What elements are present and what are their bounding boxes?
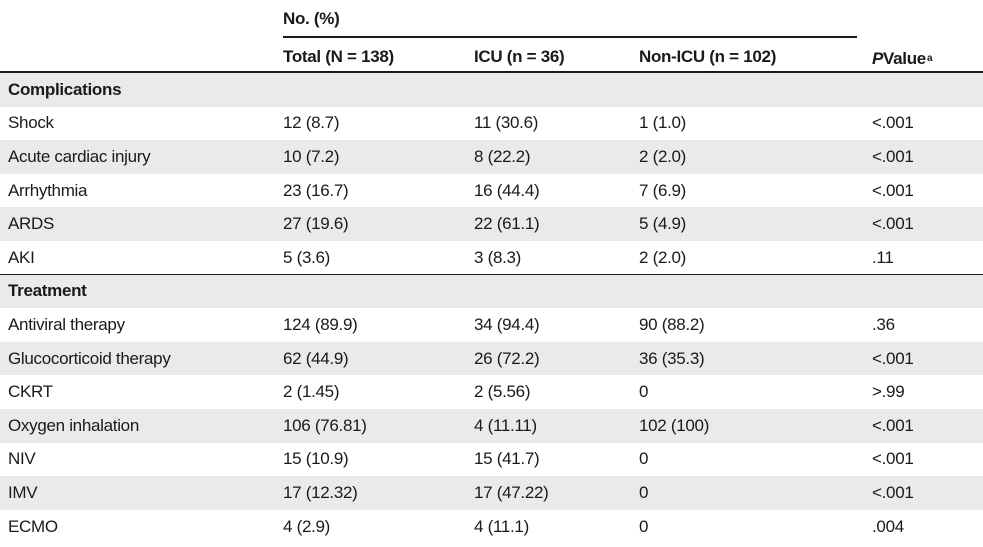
cell-p-value: >.99 [872,382,905,402]
cell-total: 62 (44.9) [283,348,349,368]
cell-p-value: <.001 [872,214,914,234]
table-row: ECMO 4 (2.9) 4 (11.1) 0 .004 [0,510,983,544]
header-group-label: No. (%) [283,8,340,28]
header-p-rest: Value [883,48,926,68]
cell-total: 23 (16.7) [283,180,349,200]
cell-icu: 17 (47.22) [474,482,549,502]
cell-icu: 2 (5.56) [474,382,531,402]
table-row: AKI 5 (3.6) 3 (8.3) 2 (2.0) .11 [0,241,983,275]
cell-p-value: <.001 [872,146,914,166]
cell-nonicu: 1 (1.0) [639,113,687,133]
cell-p-value: <.001 [872,449,914,469]
cell-p-value: .36 [872,314,895,334]
section-header-row: Treatment [0,274,983,309]
cell-nonicu: 7 (6.9) [639,180,687,200]
cell-total: 12 (8.7) [283,113,340,133]
cell-nonicu: 0 [639,516,649,536]
table-row: Glucocorticoid therapy 62 (44.9) 26 (72.2)… [0,341,983,376]
cell-nonicu: 0 [639,382,649,402]
row-label: ECMO [8,516,58,536]
cell-total: 2 (1.45) [283,382,340,402]
cell-nonicu: 36 (35.3) [639,348,705,368]
cell-icu: 4 (11.11) [474,415,537,435]
table-row: ARDS 27 (19.6) 22 (61.1) 5 (4.9) <.001 [0,207,983,241]
cell-p-value: <.001 [872,113,914,133]
cell-icu: 4 (11.1) [474,516,529,536]
cell-p-value: .11 [872,247,894,267]
cell-icu: 8 (22.2) [474,146,531,166]
cell-total: 10 (7.2) [283,146,340,166]
cell-total: 17 (12.32) [283,482,358,502]
row-label: ARDS [8,214,55,234]
cell-icu: 11 (30.6) [474,113,539,133]
cell-icu: 34 (94.4) [474,314,540,334]
cell-nonicu: 0 [639,482,649,502]
row-label: Shock [8,113,54,133]
table-row: NIV 15 (10.9) 15 (41.7) 0 <.001 [0,443,983,477]
table-row: Acute cardiac injury 10 (7.2) 8 (22.2) 2 (2… [0,140,983,174]
cell-icu: 26 (72.2) [474,348,540,368]
header-icu: ICU (n = 36) [474,46,565,66]
header-group-rule [283,36,857,38]
table-row: Arrhythmia 23 (16.7) 16 (44.4) 7 (6.9) <.001 [0,174,983,208]
table-row: Antiviral therapy 124 (89.9) 34 (94.4) 90 (… [0,308,983,342]
row-label: CKRT [8,382,53,402]
cell-total: 27 (19.6) [283,214,349,234]
cell-p-value: <.001 [872,482,914,502]
header-total: Total (N = 138) [283,46,394,66]
cell-total: 4 (2.9) [283,516,331,536]
cell-icu: 3 (8.3) [474,247,522,267]
header-p-footnote: a [926,53,933,65]
header-group-row: No. (%) [0,2,983,36]
row-label: IMV [8,482,38,502]
cell-total: 124 (89.9) [283,314,358,334]
cell-icu: 16 (44.4) [474,180,540,200]
cell-icu: 15 (41.7) [474,449,540,469]
section-header-row: Complications [0,73,983,107]
row-label: NIV [8,449,36,469]
cell-nonicu: 2 (2.0) [639,247,687,267]
cell-p-value: <.001 [872,180,914,200]
cell-nonicu: 102 (100) [639,415,710,435]
table-row: IMV 17 (12.32) 17 (47.22) 0 <.001 [0,476,983,510]
row-label: Arrhythmia [8,180,88,200]
header-p-italic: P [872,48,884,68]
cell-nonicu: 5 (4.9) [639,214,687,234]
cell-total: 106 (76.81) [283,415,367,435]
cell-total: 5 (3.6) [283,247,331,267]
row-label: Acute cardiac injury [8,146,151,166]
cell-nonicu: 2 (2.0) [639,146,687,166]
row-label: AKI [8,247,35,267]
header-column-row: Total (N = 138) ICU (n = 36) Non-ICU (n … [0,40,983,74]
row-label: Antiviral therapy [8,314,125,334]
cell-p-value: .004 [872,516,904,536]
table-row: CKRT 2 (1.45) 2 (5.56) 0 >.99 [0,375,983,409]
cell-total: 15 (10.9) [283,449,349,469]
header-nonicu: Non-ICU (n = 102) [639,46,777,66]
header-bottom-rule [0,71,983,73]
header-p-value: P Value a [872,42,933,76]
table-row: Shock 12 (8.7) 11 (30.6) 1 (1.0) <.001 [0,107,983,141]
cell-p-value: <.001 [872,348,914,368]
cell-icu: 22 (61.1) [474,214,540,234]
cell-nonicu: 0 [639,449,649,469]
cell-p-value: <.001 [872,415,914,435]
section-title: Treatment [8,281,87,301]
cell-nonicu: 90 (88.2) [639,314,705,334]
table-row: Oxygen inhalation 106 (76.81) 4 (11.11) 102… [0,409,983,443]
row-label: Glucocorticoid therapy [8,348,171,368]
row-label: Oxygen inhalation [8,415,139,435]
section-title: Complications [8,79,122,99]
